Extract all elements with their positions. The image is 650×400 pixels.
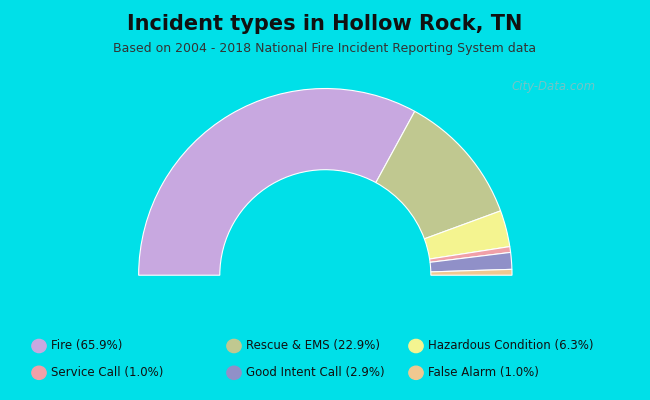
Text: False Alarm (1.0%): False Alarm (1.0%) <box>428 366 539 379</box>
Text: Rescue & EMS (22.9%): Rescue & EMS (22.9%) <box>246 340 380 352</box>
Text: Based on 2004 - 2018 National Fire Incident Reporting System data: Based on 2004 - 2018 National Fire Incid… <box>114 42 536 55</box>
Text: Good Intent Call (2.9%): Good Intent Call (2.9%) <box>246 366 384 379</box>
Wedge shape <box>430 252 512 272</box>
Text: Fire (65.9%): Fire (65.9%) <box>51 340 122 352</box>
Wedge shape <box>138 88 415 275</box>
Wedge shape <box>376 111 500 239</box>
Wedge shape <box>430 246 511 262</box>
Wedge shape <box>424 211 510 259</box>
Text: Hazardous Condition (6.3%): Hazardous Condition (6.3%) <box>428 340 593 352</box>
Wedge shape <box>431 269 512 275</box>
Text: City-Data.com: City-Data.com <box>512 80 596 93</box>
Text: Service Call (1.0%): Service Call (1.0%) <box>51 366 163 379</box>
Text: Incident types in Hollow Rock, TN: Incident types in Hollow Rock, TN <box>127 14 523 34</box>
